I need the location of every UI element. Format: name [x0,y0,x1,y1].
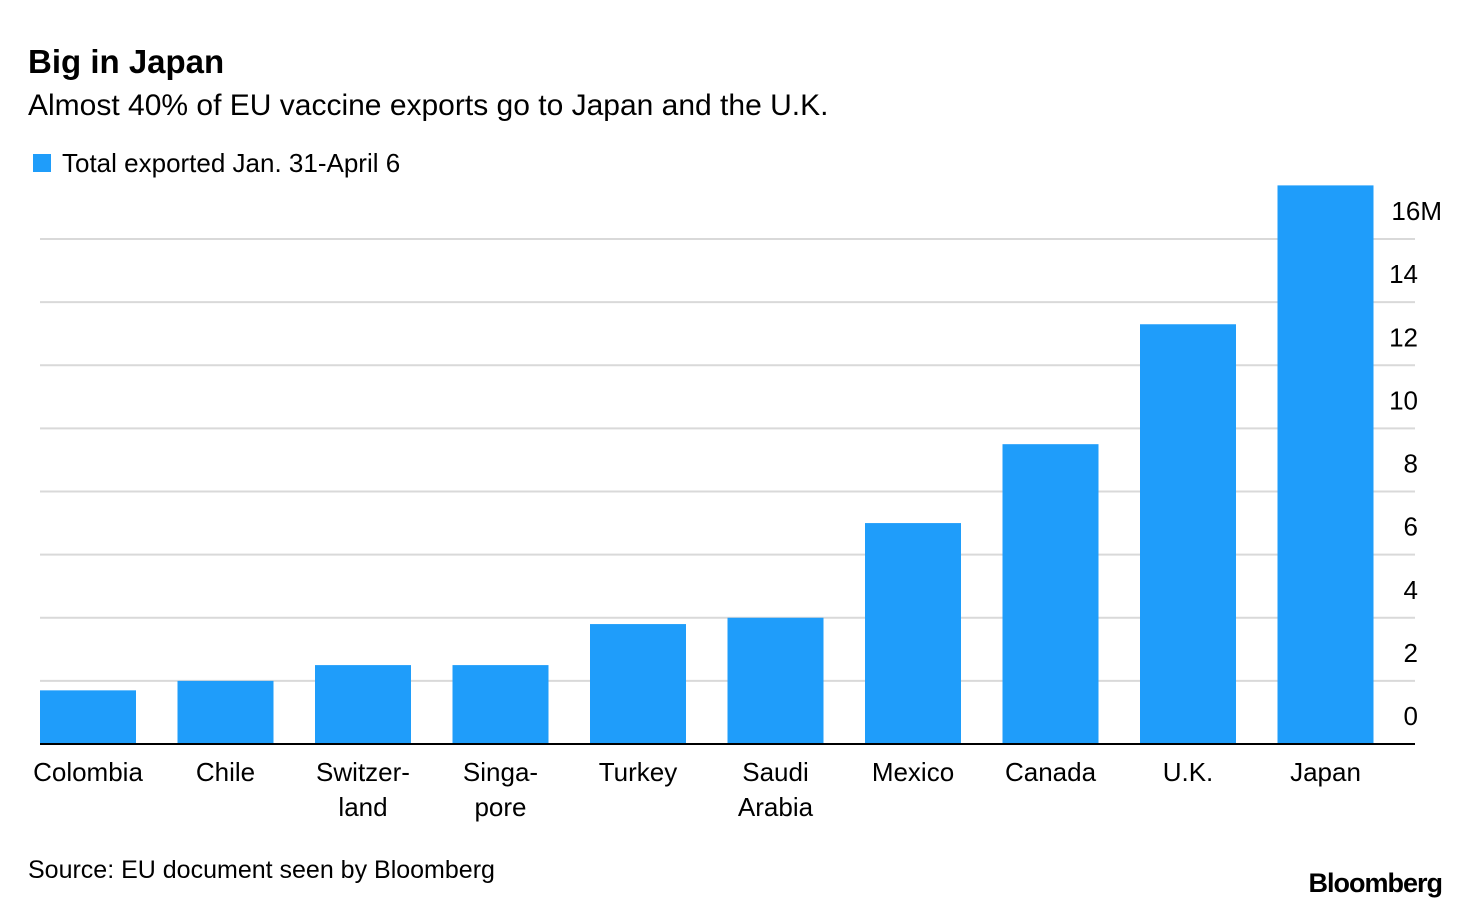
bar [865,523,961,744]
x-tick-label: Switzer-land [316,757,410,822]
bar [1140,324,1236,744]
bar [590,624,686,744]
x-tick-label: Japan [1290,757,1361,787]
chart-title: Big in Japan [28,43,224,80]
brand: Bloomberg [1308,868,1442,898]
y-tick-label: 16M [1391,196,1442,226]
x-tick-label: Turkey [599,757,678,787]
x-tick-label: Mexico [872,757,954,787]
bar [1277,185,1374,744]
y-tick-label: 14 [1389,259,1418,289]
chart-subtitle: Almost 40% of EU vaccine exports go to J… [28,89,828,122]
x-tick-label: Saudi Arabia [738,757,814,822]
x-tick-label: Singa-pore [463,757,538,822]
legend-label: Total exported Jan. 31-April 6 [62,148,400,178]
source: Source: EU document seen by Bloomberg [28,856,495,884]
bar [315,665,411,744]
bar [177,680,274,744]
bar [727,617,824,744]
y-tick-label: 10 [1389,385,1418,415]
y-tick-label: 2 [1404,638,1418,668]
x-tick-label: Colombia [33,757,143,787]
y-tick-label: 8 [1404,449,1418,479]
x-tick-label: Canada [1005,757,1097,787]
y-tick-label: 12 [1389,322,1418,352]
bar [40,690,136,744]
bar [1002,444,1099,744]
bar [452,665,549,744]
y-tick-label: 0 [1404,701,1418,731]
y-tick-label: 6 [1404,512,1418,542]
x-tick-label: U.K. [1163,757,1214,787]
y-tick-label: 4 [1404,575,1418,605]
legend-swatch [33,154,51,172]
x-tick-label: Chile [196,757,255,787]
